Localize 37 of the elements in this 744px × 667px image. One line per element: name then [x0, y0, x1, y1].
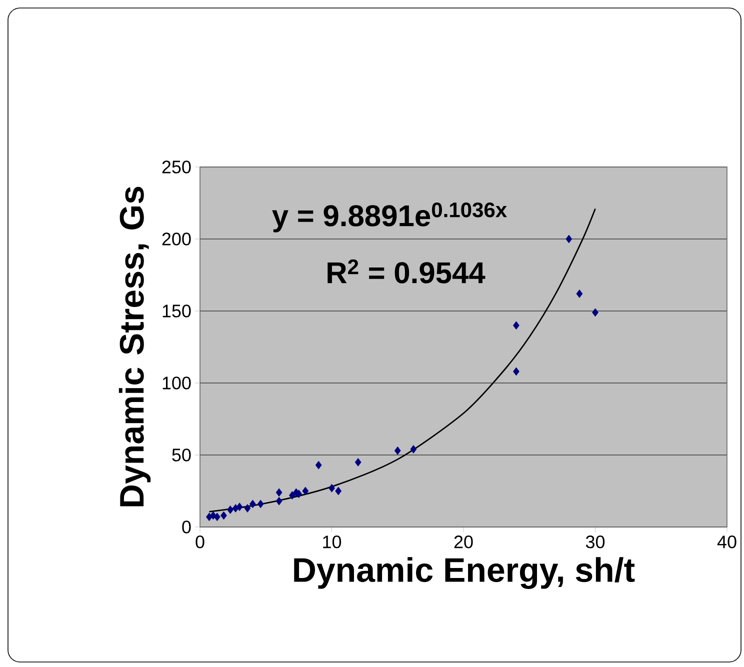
point	[227, 506, 234, 514]
point	[244, 504, 251, 512]
point	[250, 500, 256, 508]
y-tick-label: 150	[162, 304, 191, 318]
point	[410, 445, 417, 454]
point	[315, 460, 322, 470]
y-tick-label: 200	[162, 232, 191, 246]
y-tick-label: 50	[172, 448, 191, 462]
point	[220, 511, 227, 520]
x-axis-title: Dynamic Energy, sh/t	[294, 557, 635, 589]
x-tick-label: 10	[323, 536, 342, 548]
x-tick-label: 20	[454, 536, 473, 548]
y-tick-label: 100	[162, 376, 191, 390]
y-axis-title: Dynamic Stress, Gs	[118, 186, 151, 506]
y-tick-label: 250	[162, 160, 191, 174]
point	[394, 446, 401, 455]
point	[576, 290, 583, 298]
point	[302, 486, 309, 496]
point	[335, 486, 342, 496]
point	[513, 321, 520, 330]
point	[566, 234, 572, 244]
point	[257, 500, 264, 508]
point	[328, 484, 335, 492]
point	[354, 458, 362, 466]
point	[276, 496, 282, 506]
point	[592, 308, 598, 317]
point	[513, 367, 520, 376]
point	[214, 512, 220, 522]
point	[289, 491, 296, 500]
annotation: R$^{2}$ = 0.9544	[328, 259, 486, 284]
x-tick-label: 40	[717, 536, 736, 548]
x-tick-label: 30	[586, 536, 605, 548]
annotation: y = 9.8891e$^{0.1036x}$	[272, 202, 507, 232]
point	[276, 488, 282, 497]
y-tick-label: 0	[182, 520, 191, 534]
x-tick-label: 0	[196, 536, 204, 548]
point	[236, 502, 243, 512]
